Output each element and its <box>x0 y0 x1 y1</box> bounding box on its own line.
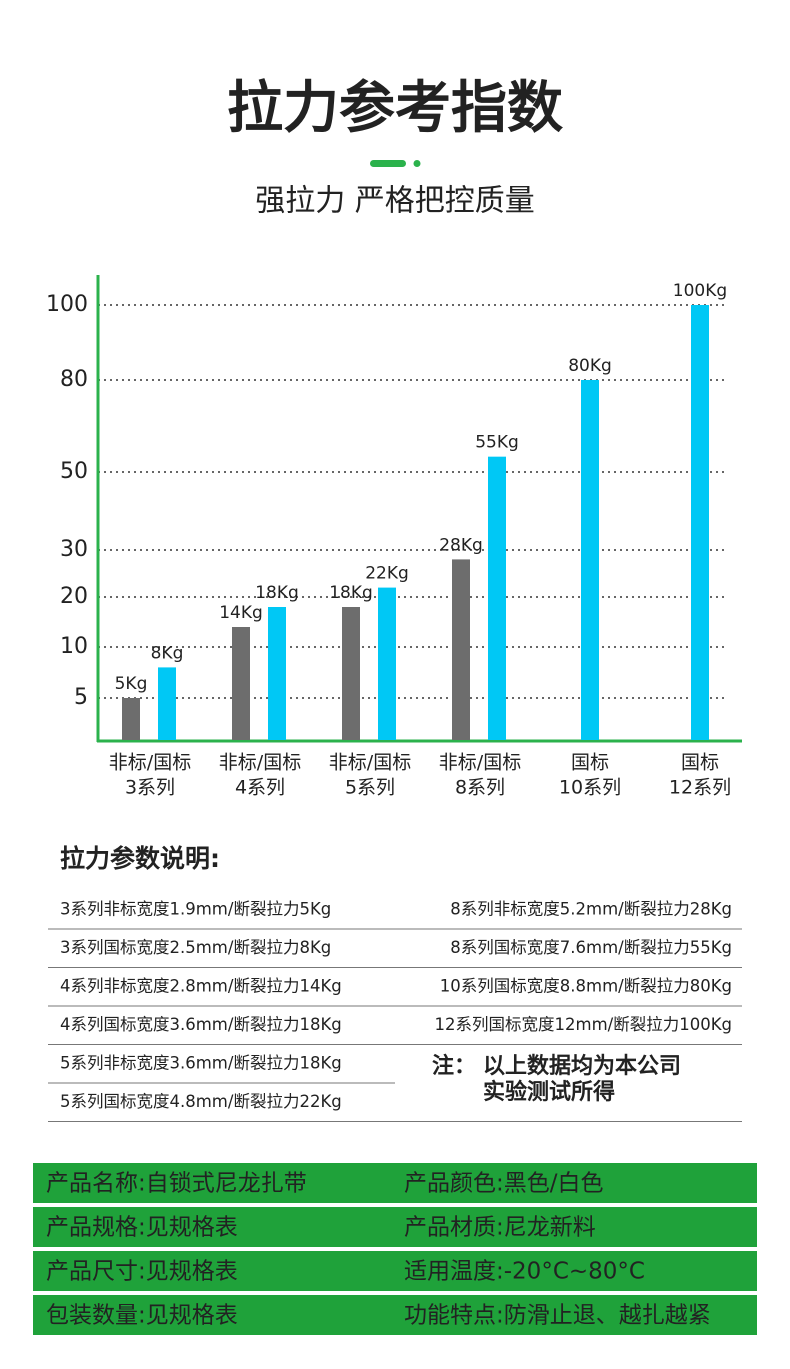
divider-dot <box>413 160 421 167</box>
bar <box>122 698 140 740</box>
bar <box>488 456 506 740</box>
value-label: 55Kg <box>475 433 519 453</box>
spec-item: 5系列非标宽度3.6mm/断裂拉力18Kg <box>60 1054 342 1073</box>
note-line: 实验测试所得 <box>483 1079 615 1105</box>
x-tick-label: 非标/国标 <box>439 752 521 774</box>
info-cell: 产品尺寸:见规格表 <box>46 1259 238 1285</box>
x-tick-label: 国标 <box>681 752 719 774</box>
spec-item: 3系列国标宽度2.5mm/断裂拉力8Kg <box>60 938 331 957</box>
info-row <box>33 1163 757 1203</box>
x-tick-label: 10系列 <box>559 777 621 799</box>
value-label: 8Kg <box>151 643 184 663</box>
bar <box>268 607 286 740</box>
info-cell: 产品材质:尼龙新料 <box>404 1215 596 1241</box>
x-tick-label: 3系列 <box>125 777 175 799</box>
y-tick-label: 80 <box>60 367 88 392</box>
bar <box>342 607 360 740</box>
info-cell: 功能特点:防滑止退、越扎越紧 <box>404 1303 711 1329</box>
y-tick-label: 50 <box>60 459 88 484</box>
x-tick-label: 4系列 <box>235 777 285 799</box>
y-tick-label: 5 <box>74 685 88 710</box>
spec-item: 5系列国标宽度4.8mm/断裂拉力22Kg <box>60 1092 342 1111</box>
spec-item: 12系列国标宽度12mm/断裂拉力100Kg <box>435 1015 732 1034</box>
y-tick-label: 10 <box>60 634 88 659</box>
value-label: 28Kg <box>439 535 483 555</box>
value-label: 18Kg <box>329 583 373 603</box>
spec-item: 4系列国标宽度3.6mm/断裂拉力18Kg <box>60 1015 342 1034</box>
value-label: 80Kg <box>568 356 612 376</box>
info-row <box>33 1295 757 1335</box>
divider <box>370 160 406 167</box>
y-tick-label: 100 <box>46 292 88 317</box>
x-tick-label: 非标/国标 <box>109 752 191 774</box>
page-subtitle: 强拉力 严格把控质量 <box>255 184 535 219</box>
bar <box>581 380 599 740</box>
y-tick-label: 30 <box>60 537 88 562</box>
value-label: 22Kg <box>365 564 409 584</box>
x-tick-label: 8系列 <box>455 777 505 799</box>
bar <box>691 305 709 740</box>
info-cell: 适用温度:-20°C~80°C <box>404 1259 645 1285</box>
value-label: 14Kg <box>219 603 263 623</box>
bar <box>378 587 396 740</box>
x-tick-label: 非标/国标 <box>219 752 301 774</box>
spec-item: 3系列非标宽度1.9mm/断裂拉力5Kg <box>60 900 331 919</box>
info-cell: 包装数量:见规格表 <box>46 1303 238 1329</box>
page-title: 拉力参考指数 <box>227 76 563 141</box>
spec-item: 4系列非标宽度2.8mm/断裂拉力14Kg <box>60 977 342 996</box>
spec-item: 8系列国标宽度7.6mm/断裂拉力55Kg <box>450 938 732 957</box>
bar <box>232 627 250 740</box>
note-label: 注： <box>432 1053 476 1079</box>
info-cell: 产品名称:自锁式尼龙扎带 <box>46 1171 307 1197</box>
specs-heading: 拉力参数说明: <box>60 844 220 873</box>
value-label: 18Kg <box>255 583 299 603</box>
x-tick-label: 5系列 <box>345 777 395 799</box>
spec-item: 10系列国标宽度8.8mm/断裂拉力80Kg <box>440 977 732 996</box>
spec-item: 8系列非标宽度5.2mm/断裂拉力28Kg <box>450 900 732 919</box>
note-line: 以上数据均为本公司 <box>483 1053 681 1079</box>
bar <box>158 667 176 740</box>
info-row <box>33 1251 757 1291</box>
x-tick-label: 12系列 <box>669 777 731 799</box>
x-tick-label: 非标/国标 <box>329 752 411 774</box>
value-label: 100Kg <box>673 281 727 301</box>
y-tick-label: 20 <box>60 584 88 609</box>
value-label: 5Kg <box>115 674 148 694</box>
info-row <box>33 1207 757 1247</box>
x-tick-label: 国标 <box>571 752 609 774</box>
info-cell: 产品规格:见规格表 <box>46 1215 238 1241</box>
bar <box>452 559 470 740</box>
info-cell: 产品颜色:黑色/白色 <box>404 1171 604 1197</box>
